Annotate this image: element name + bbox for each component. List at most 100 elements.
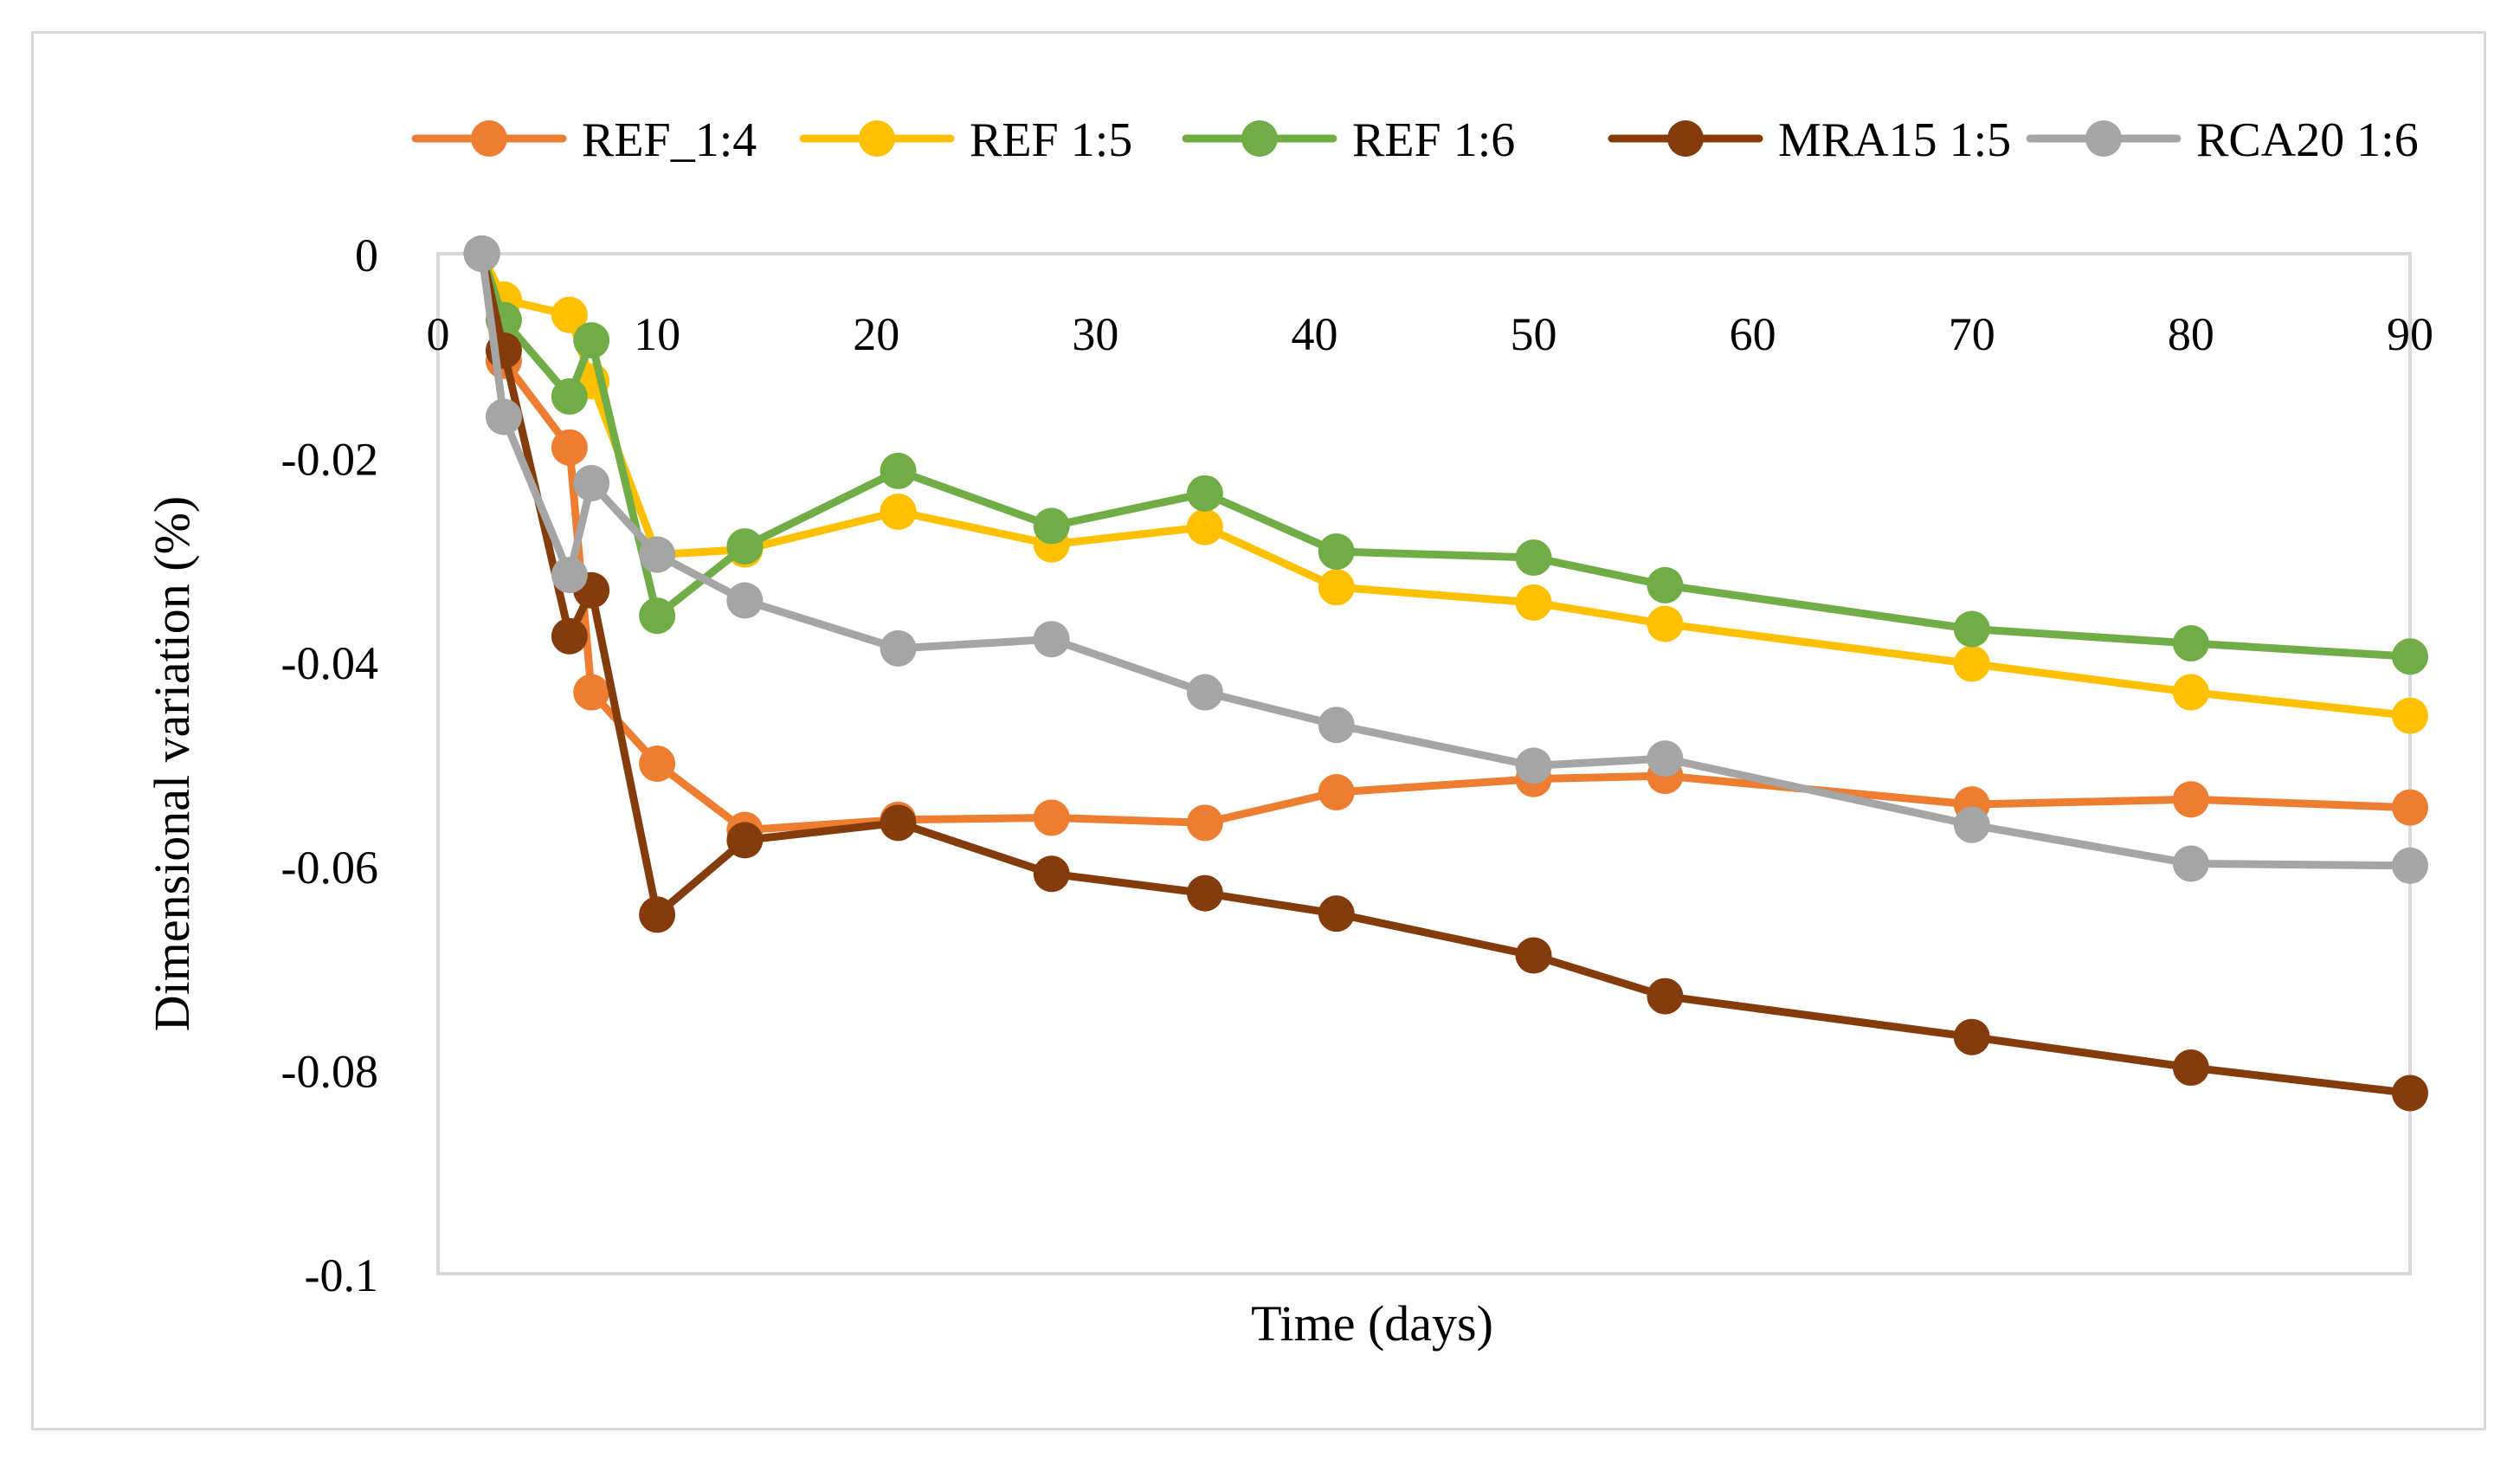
legend-swatch-marker <box>1241 120 1278 157</box>
legend-label: REF 1:5 <box>970 113 1132 167</box>
data-point <box>1318 707 1355 744</box>
data-point <box>1953 806 1990 843</box>
data-point <box>2392 697 2428 734</box>
x-tick-label: 90 <box>2387 308 2433 360</box>
data-point <box>551 429 588 466</box>
data-point <box>2172 674 2209 711</box>
data-point <box>639 745 676 782</box>
data-point <box>2172 845 2209 882</box>
legend-swatch-marker <box>471 120 507 157</box>
data-point <box>1186 804 1223 842</box>
data-point <box>726 822 764 859</box>
data-point <box>1953 1018 1990 1055</box>
data-point <box>1186 874 1223 912</box>
series-layer <box>463 236 2428 1112</box>
data-point <box>1647 605 1684 642</box>
data-point <box>1515 937 1552 974</box>
data-point <box>639 896 676 933</box>
data-point <box>1186 474 1223 512</box>
data-point <box>1186 508 1223 545</box>
data-point <box>1515 584 1552 621</box>
data-point <box>639 536 676 573</box>
y-tick-label: -0.04 <box>281 637 378 689</box>
data-point <box>2172 781 2209 818</box>
series-ref-1-5 <box>463 236 2428 734</box>
series-rca20-1-6 <box>463 236 2428 884</box>
data-point <box>1318 532 1355 570</box>
data-point <box>1515 747 1552 784</box>
data-point <box>726 528 764 565</box>
x-axis-label: Time (days) <box>1251 1295 1493 1352</box>
legend-label: MRA15 1:5 <box>1778 113 2011 167</box>
data-point <box>573 322 610 359</box>
x-tick-label: 60 <box>1730 308 1776 360</box>
legend-label: RCA20 1:6 <box>2196 113 2419 167</box>
legend-swatch-marker <box>859 120 895 157</box>
x-axis: 0 10 20 30 40 50 60 70 80 90 <box>427 308 2434 360</box>
x-tick-label: 40 <box>1291 308 1337 360</box>
data-point <box>880 452 917 489</box>
y-tick-label: -0.06 <box>281 842 378 894</box>
y-axis-label: Dimensional variation (%) <box>144 496 200 1032</box>
legend-item: REF 1:5 <box>799 113 1132 167</box>
y-tick-label: -0.08 <box>281 1045 378 1097</box>
legend-swatch-marker <box>2085 120 2122 157</box>
legend-swatch-marker <box>1667 120 1704 157</box>
data-point <box>551 296 588 333</box>
data-point <box>639 597 676 635</box>
x-tick-label: 50 <box>1511 308 1557 360</box>
data-point <box>1953 645 1990 682</box>
y-tick-label: -0.1 <box>305 1249 378 1301</box>
chart-frame <box>31 31 2486 1430</box>
data-point <box>1033 799 1070 836</box>
data-point <box>2172 624 2209 662</box>
data-point <box>573 674 610 711</box>
x-tick-label: 30 <box>1072 308 1118 360</box>
legend: REF_1:4 REF 1:5 REF 1:6 MRA15 1:5 RCA20 1:6 <box>411 113 2419 167</box>
data-point <box>1515 539 1552 577</box>
legend-label: REF_1:4 <box>582 113 757 167</box>
data-point <box>1318 773 1355 810</box>
data-point <box>1647 978 1684 1015</box>
data-point <box>2392 789 2428 826</box>
data-point <box>1318 895 1355 933</box>
data-point <box>463 236 500 272</box>
data-point <box>1953 610 1990 648</box>
y-tick-label: 0 <box>355 229 378 281</box>
data-point <box>1186 674 1223 711</box>
data-point <box>2172 1049 2209 1087</box>
x-tick-label: 0 <box>427 308 450 360</box>
series-line <box>478 249 2414 870</box>
y-axis: 0 -0.02 -0.04 -0.06 -0.08 -0.1 <box>281 229 378 1301</box>
data-point <box>2392 638 2428 675</box>
data-point <box>880 629 917 667</box>
data-point <box>485 398 522 436</box>
series-line <box>478 249 2414 720</box>
x-tick-label: 80 <box>2168 308 2214 360</box>
data-point <box>1647 566 1684 603</box>
y-tick-label: -0.02 <box>281 434 378 486</box>
data-point <box>2392 847 2428 884</box>
series-ref-1-6 <box>463 236 2428 675</box>
data-point <box>1033 621 1070 658</box>
legend-item: RCA20 1:6 <box>2026 113 2419 167</box>
legend-item: REF_1:4 <box>411 113 757 167</box>
data-point <box>551 557 588 594</box>
data-point <box>1647 740 1684 778</box>
series-line <box>478 249 2414 1097</box>
legend-item: MRA15 1:5 <box>1608 113 2011 167</box>
x-tick-label: 20 <box>853 308 899 360</box>
data-point <box>2392 1075 2428 1112</box>
data-point <box>1033 855 1070 893</box>
x-tick-label: 70 <box>1949 308 1995 360</box>
plot-area <box>436 252 2412 1275</box>
data-point <box>551 378 588 415</box>
series-mra15-1-5 <box>463 236 2428 1112</box>
x-tick-label: 10 <box>634 308 680 360</box>
data-point <box>1318 569 1355 606</box>
data-point <box>726 582 764 619</box>
data-point <box>551 617 588 655</box>
data-point <box>880 804 917 842</box>
data-point <box>573 465 610 502</box>
